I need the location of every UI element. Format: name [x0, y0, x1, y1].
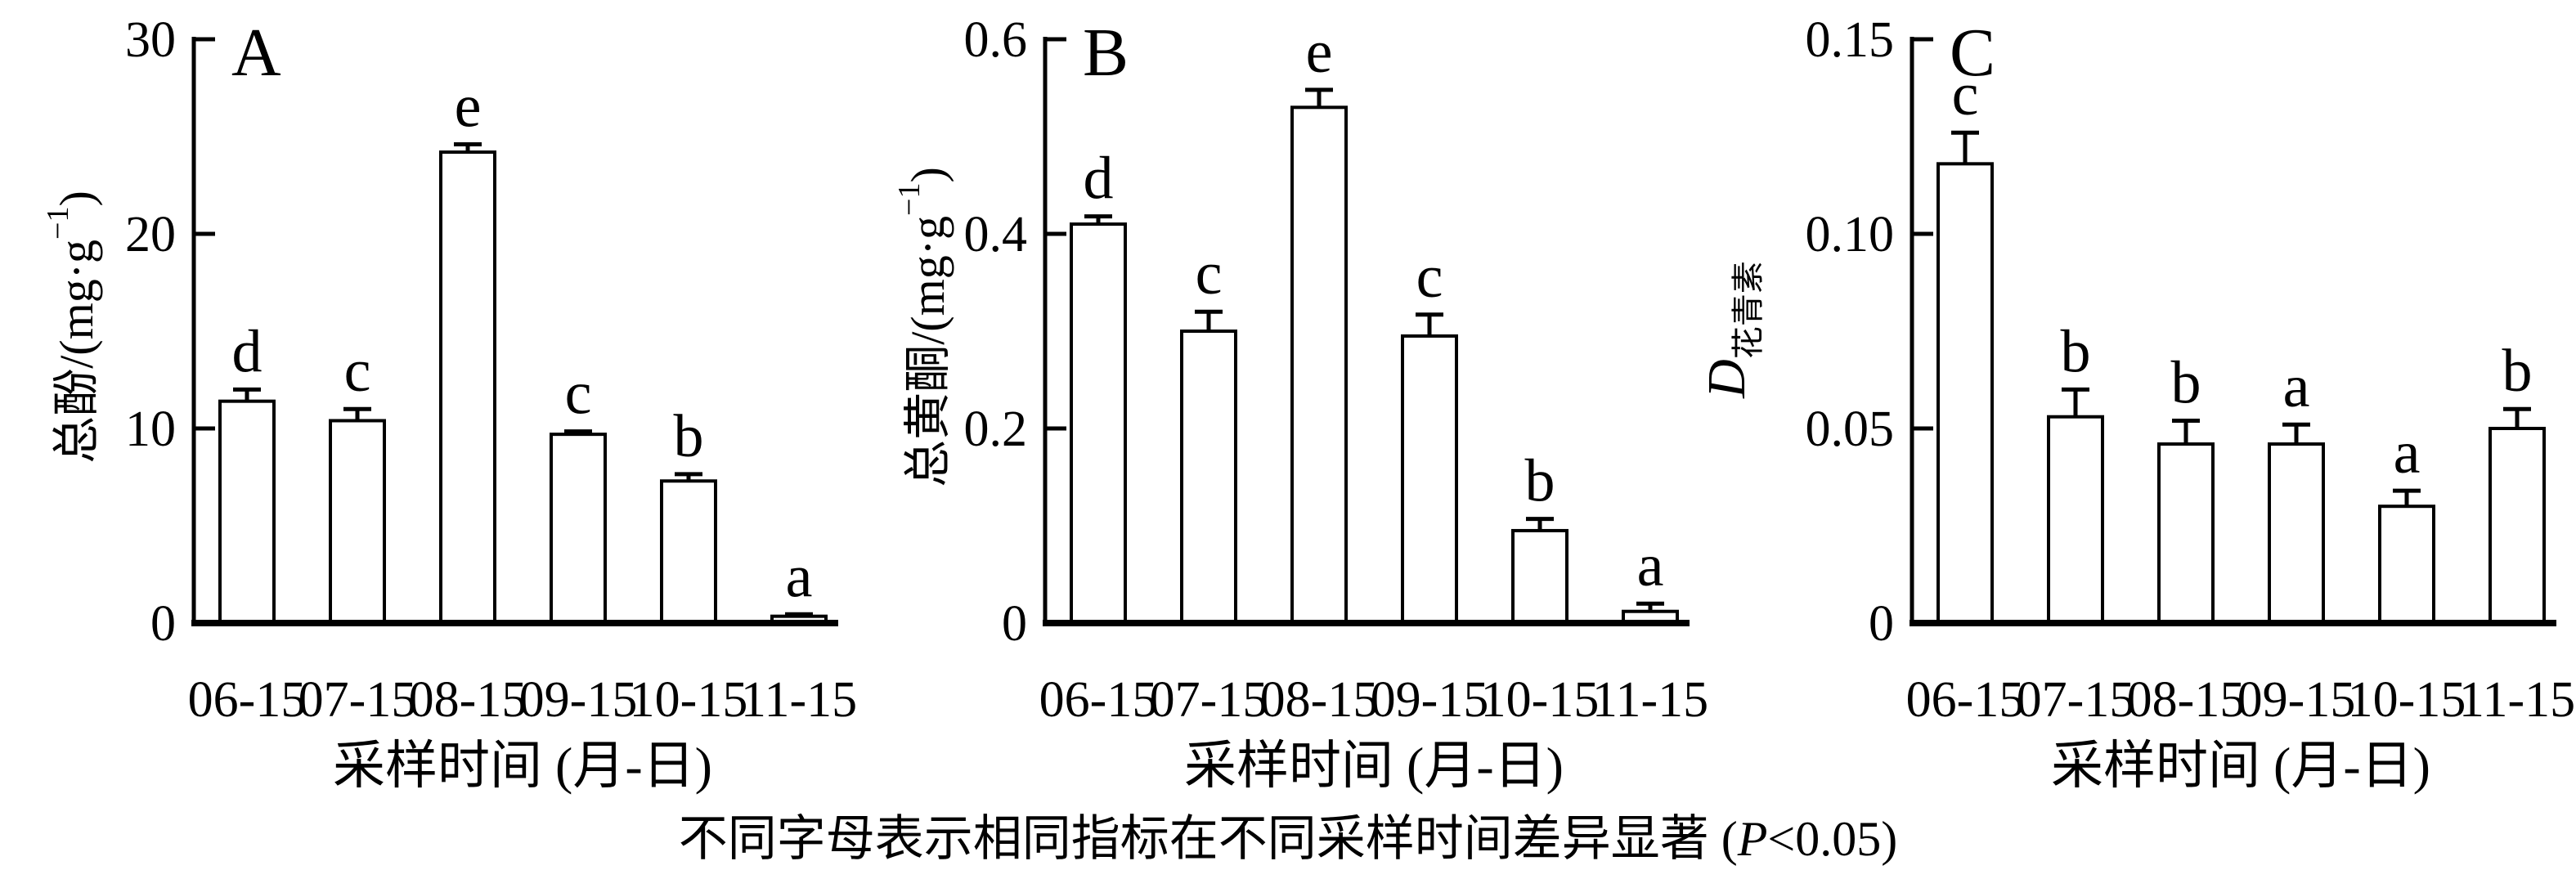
y-tick-label-B-0.6: 0.6: [964, 12, 1028, 68]
panel-C: c 06-15 b 07-15 b 08-15 a 09-15 a 10-15 b 11-15 0 0.0…: [1806, 12, 2576, 795]
x-tick-label-C-11-15: 11-15: [2459, 672, 2575, 728]
y-tick-label-C-0: 0: [1869, 596, 1894, 652]
y-axis-label-part: D: [1696, 359, 1757, 398]
x-tick-label-B-08-15: 08-15: [1260, 672, 1379, 728]
y-axis-label-part: ): [900, 167, 954, 183]
y-axis-label-text-A: 总酚/(mg·g−1): [40, 191, 103, 464]
y-tick-label-B-0.2: 0.2: [964, 401, 1028, 457]
x-tick-label-C-08-15: 08-15: [2127, 672, 2246, 728]
sig-letter-C-11-15: b: [2502, 338, 2533, 405]
y-axis-label-text-C: D花青素: [1696, 261, 1766, 398]
y-tick-label-C-0.10: 0.10: [1806, 207, 1895, 262]
bar-C-08-15: [2157, 442, 2215, 625]
sig-letter-A-10-15: b: [674, 403, 704, 470]
sig-letter-C-07-15: b: [2061, 318, 2091, 385]
y-tick-label-C-0.05: 0.05: [1806, 401, 1895, 457]
bar-A-09-15: [550, 433, 607, 626]
sig-letter-A-06-15: d: [232, 318, 263, 385]
x-tick-label-B-07-15: 07-15: [1150, 672, 1268, 728]
x-tick-label-B-09-15: 09-15: [1371, 672, 1489, 728]
figure-caption: 不同字母表示相同指标在不同采样时间差异显著 (P<0.05): [0, 812, 2576, 866]
sig-letter-C-10-15: a: [2394, 419, 2421, 487]
panel-B: d 06-15 c 07-15 e 08-15 c 09-15 b 10-15 a 11-15 0 0.2…: [964, 12, 1709, 795]
sig-letter-B-06-15: d: [1084, 146, 1114, 213]
sig-letter-A-07-15: c: [344, 338, 371, 405]
x-tick-label-A-11-15: 11-15: [741, 672, 857, 728]
sig-letter-C-09-15: a: [2283, 353, 2310, 420]
sig-letter-C-08-15: b: [2171, 349, 2201, 416]
sig-letter-B-07-15: c: [1196, 240, 1223, 307]
sig-letter-B-09-15: c: [1416, 244, 1443, 311]
x-axis-title-C: 采样时间 (月-日): [2051, 737, 2430, 795]
bar-A-10-15: [660, 479, 717, 626]
panel-letter-B: B: [1083, 15, 1129, 91]
x-tick-label-A-08-15: 08-15: [409, 672, 527, 728]
y-axis-label-text-B: 总黄酮/(mg·g−1): [891, 167, 954, 487]
y-tick-label-A-20: 20: [125, 207, 176, 262]
x-tick-label-A-07-15: 07-15: [298, 672, 417, 728]
y-axis-label-part: −1: [891, 182, 927, 216]
x-tick-label-C-10-15: 10-15: [2348, 672, 2466, 728]
bar-C-06-15: [1936, 162, 1994, 625]
x-axis-title-A: 采样时间 (月-日): [333, 737, 712, 795]
bar-C-09-15: [2268, 442, 2325, 625]
sig-letter-B-10-15: b: [1525, 448, 1555, 515]
y-axis-label-anthocyanin: D花青素: [1695, 19, 1769, 640]
sig-letter-A-11-15: a: [786, 543, 813, 610]
y-tick-label-B-0: 0: [1002, 596, 1027, 652]
sig-letter-A-08-15: e: [455, 74, 482, 141]
y-axis-label-part: ): [49, 191, 103, 207]
sig-letter-C-06-15: c: [1952, 61, 1979, 128]
x-tick-label-C-06-15: 06-15: [1906, 672, 2025, 728]
bar-B-06-15: [1070, 222, 1127, 625]
sig-letter-B-08-15: e: [1306, 19, 1333, 86]
y-tick-label-C-0.15: 0.15: [1806, 12, 1895, 68]
caption-p-symbol: P: [1737, 812, 1768, 866]
x-tick-label-A-09-15: 09-15: [519, 672, 638, 728]
y-axis-label-part: 花青素: [1729, 261, 1766, 360]
sig-letter-A-09-15: c: [565, 361, 592, 428]
y-axis-label-total-phenols: 总酚/(mg·g−1): [34, 16, 108, 638]
sig-letter-B-11-15: a: [1637, 532, 1664, 599]
caption-text-pre: 不同字母表示相同指标在不同采样时间差异显著 (: [678, 812, 1738, 866]
y-tick-label-A-30: 30: [125, 12, 176, 68]
bar-B-07-15: [1180, 330, 1237, 625]
bar-A-08-15: [439, 150, 496, 626]
x-tick-label-B-11-15: 11-15: [1592, 672, 1708, 728]
bar-A-07-15: [329, 419, 386, 625]
bar-B-09-15: [1401, 334, 1458, 625]
x-tick-label-B-06-15: 06-15: [1039, 672, 1158, 728]
bar-C-11-15: [2488, 427, 2546, 625]
y-axis-label-part: −1: [40, 206, 75, 240]
y-axis-label-part: 总黄酮/(mg·g: [900, 215, 954, 487]
panel-letter-C: C: [1950, 15, 1995, 91]
x-tick-label-A-06-15: 06-15: [188, 672, 307, 728]
caption-text-post: <0.05): [1767, 812, 1898, 866]
bar-A-06-15: [218, 399, 276, 625]
y-tick-label-A-0: 0: [150, 596, 176, 652]
bar-B-08-15: [1290, 105, 1348, 626]
y-axis-label-part: 总酚/(mg·g: [49, 239, 103, 464]
y-tick-label-A-10: 10: [125, 401, 176, 457]
bar-B-10-15: [1511, 528, 1568, 626]
panel-A: d 06-15 c 07-15 e 08-15 c 09-15 b 10-15 a 11-15 0 10 2…: [125, 12, 857, 795]
x-tick-label-B-10-15: 10-15: [1481, 672, 1600, 728]
x-tick-label-C-07-15: 07-15: [2017, 672, 2135, 728]
bar-C-07-15: [2047, 415, 2104, 625]
y-axis-label-total-flavonoids: 总黄酮/(mg·g−1): [886, 16, 959, 638]
bar-C-10-15: [2378, 505, 2435, 626]
y-tick-label-B-0.4: 0.4: [964, 207, 1028, 262]
x-tick-label-C-09-15: 09-15: [2237, 672, 2356, 728]
panel-letter-A: A: [231, 15, 281, 91]
x-tick-label-A-10-15: 10-15: [630, 672, 748, 728]
x-axis-title-B: 采样时间 (月-日): [1184, 737, 1564, 795]
